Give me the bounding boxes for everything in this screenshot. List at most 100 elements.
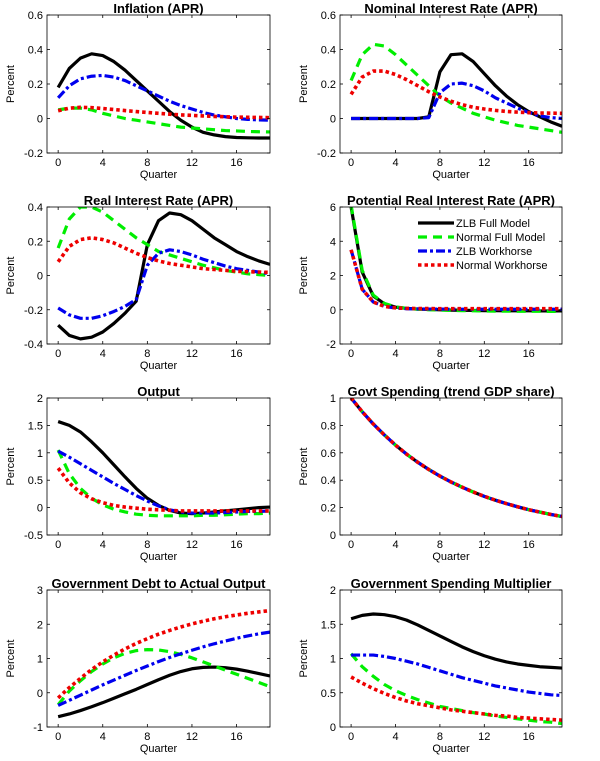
y-tick-label: 0 bbox=[330, 305, 336, 317]
panel-4: 0 4 8 12 16 -2 0 2 4 6 Quarter Percent Potential Rea… bbox=[298, 193, 563, 372]
y-axis-label: Percent bbox=[298, 640, 310, 678]
panel-title: Real Interest Rate (APR) bbox=[84, 193, 234, 208]
x-tick-label: 4 bbox=[100, 157, 106, 169]
plot-area bbox=[340, 398, 562, 535]
x-axis-label: Quarter bbox=[432, 169, 470, 181]
panel-title: Government Debt to Actual Output bbox=[51, 576, 266, 591]
y-axis-label: Percent bbox=[298, 448, 310, 486]
x-tick-label: 12 bbox=[478, 731, 490, 743]
series-line-normal-full-model bbox=[56, 647, 270, 706]
y-axis-label: Percent bbox=[5, 448, 17, 486]
panel-title: Potential Real Interest Rate (APR) bbox=[347, 193, 555, 208]
x-tick-label: 4 bbox=[100, 731, 106, 743]
series-line-zlb-workhorse bbox=[351, 653, 562, 698]
y-tick-label: 2 bbox=[330, 585, 336, 597]
x-tick-label: 12 bbox=[186, 348, 198, 360]
y-tick-label: 0.4 bbox=[321, 475, 336, 487]
y-tick-label: 0 bbox=[37, 114, 43, 126]
y-tick-label: 1 bbox=[330, 393, 336, 405]
y-tick-label: 0.5 bbox=[28, 475, 43, 487]
x-tick-label: 8 bbox=[144, 731, 150, 743]
y-tick-label: 0 bbox=[330, 722, 336, 734]
y-axis-label: Percent bbox=[5, 65, 17, 103]
x-tick-label: 16 bbox=[230, 731, 242, 743]
y-tick-label: 0.2 bbox=[28, 236, 43, 248]
x-tick-label: 12 bbox=[478, 348, 490, 360]
x-tick-label: 4 bbox=[392, 157, 398, 169]
x-axis-label: Quarter bbox=[432, 743, 470, 755]
legend-entry-label: ZLB Workhorse bbox=[456, 246, 532, 258]
y-tick-label: -0.4 bbox=[24, 339, 43, 351]
x-tick-label: 4 bbox=[392, 348, 398, 360]
x-tick-label: 12 bbox=[478, 157, 490, 169]
y-tick-label: 0.2 bbox=[321, 503, 336, 515]
y-tick-label: 0.4 bbox=[321, 45, 336, 57]
y-tick-label: 0.8 bbox=[321, 420, 336, 432]
x-tick-label: 16 bbox=[523, 539, 535, 551]
series-group bbox=[56, 420, 270, 518]
panel-5: 0 4 8 12 16 -0.5 0 0.5 1 1.5 2 Quarter Percent Output bbox=[5, 384, 271, 563]
series-line-normal-workhorse bbox=[349, 398, 562, 519]
y-tick-label: 0 bbox=[330, 114, 336, 126]
plot-area bbox=[47, 207, 270, 344]
x-tick-label: 0 bbox=[55, 157, 61, 169]
plot-area bbox=[340, 15, 562, 153]
series-group bbox=[56, 52, 270, 140]
legend-entry-label: ZLB Full Model bbox=[456, 218, 530, 230]
x-tick-label: 16 bbox=[523, 731, 535, 743]
x-tick-label: 16 bbox=[523, 157, 535, 169]
x-tick-label: 12 bbox=[186, 157, 198, 169]
panel-3: 0 4 8 12 16 -0.4 -0.2 0 0.2 0.4 Quarter Percent Real… bbox=[5, 193, 271, 372]
series-line-normal-workhorse bbox=[349, 69, 562, 116]
x-tick-label: 8 bbox=[144, 157, 150, 169]
x-tick-label: 8 bbox=[437, 157, 443, 169]
y-tick-label: 0 bbox=[37, 503, 43, 515]
axes-box bbox=[46, 397, 271, 536]
legend-entry-label: Normal Workhorse bbox=[456, 260, 548, 272]
x-tick-label: 12 bbox=[186, 731, 198, 743]
y-axis-label: Percent bbox=[298, 257, 310, 295]
y-tick-label: -1 bbox=[33, 722, 43, 734]
series-line-zlb-workhorse bbox=[57, 630, 270, 707]
x-tick-label: 12 bbox=[186, 539, 198, 551]
legend-entry-label: Normal Full Model bbox=[456, 232, 545, 244]
series-line-zlb-workhorse bbox=[349, 398, 562, 519]
y-axis-label: Percent bbox=[5, 257, 17, 295]
y-tick-label: 1 bbox=[330, 654, 336, 666]
plot-area bbox=[47, 15, 270, 153]
y-tick-label: 2 bbox=[37, 619, 43, 631]
x-axis-label: Quarter bbox=[140, 551, 178, 563]
y-tick-label: 0 bbox=[37, 688, 43, 700]
series-line-zlb-workhorse bbox=[351, 81, 562, 121]
y-tick-label: 1 bbox=[37, 654, 43, 666]
series-line-zlb-full-model bbox=[56, 52, 270, 140]
y-tick-label: 0.6 bbox=[321, 10, 336, 22]
x-tick-label: 0 bbox=[55, 731, 61, 743]
series-line-normal-workhorse bbox=[56, 467, 270, 513]
x-tick-label: 0 bbox=[348, 539, 354, 551]
y-tick-label: 0.2 bbox=[321, 79, 336, 91]
series-group bbox=[349, 207, 562, 314]
panel-8: 0 4 8 12 16 0 0.5 1 1.5 2 Quarter Percent Government… bbox=[298, 576, 563, 755]
y-tick-label: 3 bbox=[37, 585, 43, 597]
plot-area bbox=[47, 590, 270, 727]
x-tick-label: 4 bbox=[100, 539, 106, 551]
x-axis-label: Quarter bbox=[432, 360, 470, 372]
y-tick-label: 6 bbox=[330, 202, 336, 214]
plot-area bbox=[47, 398, 270, 535]
x-tick-label: 12 bbox=[478, 539, 490, 551]
series-group bbox=[349, 42, 562, 134]
x-tick-label: 8 bbox=[437, 348, 443, 360]
x-tick-label: 8 bbox=[437, 731, 443, 743]
panel-2: 0 4 8 12 16 -0.2 0 0.2 0.4 0.6 Quarter Percent Nomin… bbox=[298, 1, 563, 181]
x-tick-label: 16 bbox=[230, 348, 242, 360]
series-group bbox=[349, 612, 562, 726]
x-tick-label: 0 bbox=[348, 157, 354, 169]
y-tick-label: 0.4 bbox=[28, 202, 43, 214]
panel-title: Govt Spending (trend GDP share) bbox=[347, 384, 554, 399]
x-tick-label: 16 bbox=[230, 157, 242, 169]
y-tick-label: 1.5 bbox=[28, 420, 43, 432]
panel-1: 0 4 8 12 16 -0.2 0 0.2 0.4 0.6 Quarter Percent Infla… bbox=[5, 1, 271, 181]
y-axis-label: Percent bbox=[298, 65, 310, 103]
panel-title: Government Spending Multiplier bbox=[351, 576, 552, 591]
